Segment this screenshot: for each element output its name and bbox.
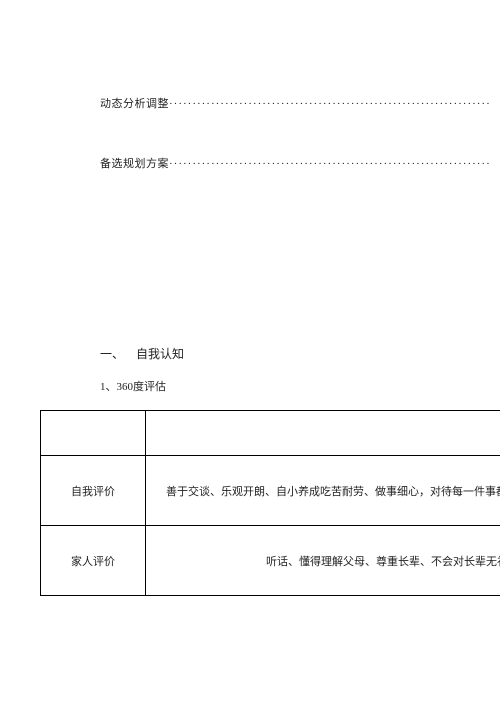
table-header-cell: [146, 411, 500, 456]
table-row: 家人评价 听话、懂得理解父母、尊重长辈、不会对长辈无礼，: [41, 526, 500, 596]
table-row: 自我评价 善于交谈、乐观开朗、自小养成吃苦耐劳、做事细心，对待每一件事都认: [41, 456, 500, 526]
table-header-cell: [41, 411, 146, 456]
toc-leader-dots: ········································…: [169, 158, 491, 170]
subsection-title: 1、360度评估: [100, 381, 166, 393]
section-title: 自我认知: [136, 347, 184, 361]
section-heading: 一、自我认知: [100, 345, 184, 362]
row-label-cell: 自我评价: [41, 456, 146, 526]
row-label-cell: 家人评价: [41, 526, 146, 596]
evaluation-table: 自我评价 善于交谈、乐观开朗、自小养成吃苦耐劳、做事细心，对待每一件事都认 家人…: [40, 410, 500, 596]
toc-leader-dots: ········································…: [169, 98, 491, 110]
table-header-row: [41, 411, 500, 456]
toc-entry-alt-plan: 备选规划方案··································…: [100, 155, 491, 171]
row-content-cell: 善于交谈、乐观开朗、自小养成吃苦耐劳、做事细心，对待每一件事都认: [146, 456, 500, 526]
toc-entry-dynamic-analysis: 动态分析调整··································…: [100, 95, 491, 111]
evaluation-table-container: 自我评价 善于交谈、乐观开朗、自小养成吃苦耐劳、做事细心，对待每一件事都认 家人…: [40, 410, 500, 596]
subsection-heading: 1、360度评估: [100, 378, 166, 394]
document-page: 动态分析调整··································…: [0, 0, 500, 708]
section-number: 一、: [100, 347, 124, 361]
toc-label: 动态分析调整: [100, 98, 169, 110]
toc-label: 备选规划方案: [100, 158, 169, 170]
row-content-cell: 听话、懂得理解父母、尊重长辈、不会对长辈无礼，: [146, 526, 500, 596]
